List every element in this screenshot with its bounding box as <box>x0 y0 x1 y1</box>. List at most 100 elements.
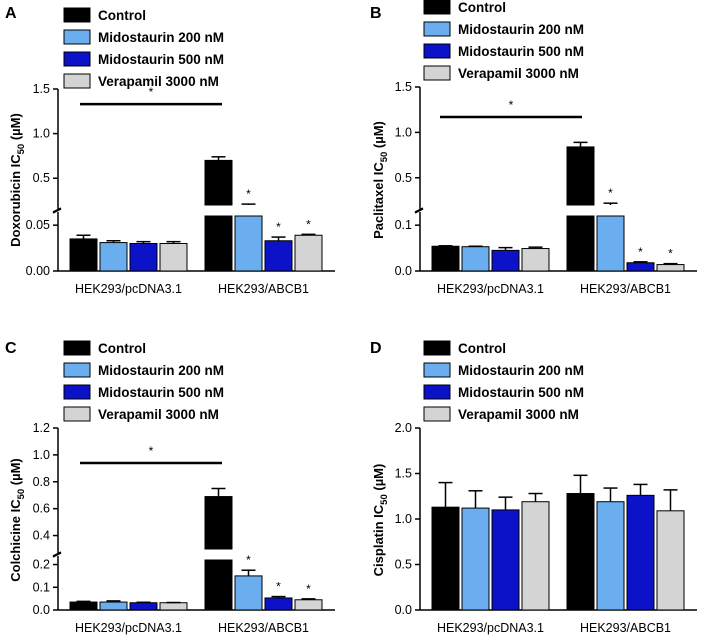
y-tick-label: 1.0 <box>33 448 50 462</box>
legend-swatch <box>423 362 451 378</box>
x-category-label: HEK293/ABCB1 <box>218 282 309 296</box>
legend-swatch <box>63 7 91 23</box>
x-category-label: HEK293/ABCB1 <box>580 621 671 635</box>
y-label-unit: (µM) <box>8 113 23 144</box>
bar <box>234 215 263 272</box>
bar <box>461 507 490 611</box>
bar <box>204 559 233 611</box>
panel-c: C Control Midostaurin 200 nM Midostaurin 50… <box>5 340 335 635</box>
axis-break-mark <box>52 207 62 213</box>
bar <box>204 215 233 272</box>
y-tick-label: 1.0 <box>395 512 412 526</box>
legend-label: Midostaurin 200 nM <box>98 363 224 378</box>
legend-swatch <box>63 29 91 45</box>
legend-label: Midostaurin 200 nM <box>98 30 224 45</box>
legend-label: Midostaurin 500 nM <box>98 385 224 400</box>
significance-star: * <box>608 186 613 200</box>
axis-break-mark <box>52 552 62 558</box>
bar <box>491 509 520 611</box>
significance-star: * <box>276 220 281 234</box>
bar <box>99 601 128 611</box>
bar <box>626 262 655 272</box>
y-label-subscript: 50 <box>16 489 27 500</box>
bar <box>566 493 595 611</box>
x-category-label: HEK293/pcDNA3.1 <box>437 282 544 296</box>
legend-label: Verapamil 3000 nM <box>458 66 579 81</box>
bar <box>204 159 233 206</box>
bar <box>491 249 520 272</box>
y-label-main: Cisplatin IC <box>371 504 386 576</box>
y-label-unit: (µM) <box>371 464 386 495</box>
legend-swatch <box>423 43 451 59</box>
legend-label: Midostaurin 200 nM <box>458 22 584 37</box>
y-axis-label: Colchicine IC50 (µM) <box>8 458 27 582</box>
bar <box>656 264 685 272</box>
legend-swatch <box>423 340 451 356</box>
bar <box>129 243 158 272</box>
legend-label: Midostaurin 500 nM <box>98 52 224 67</box>
legend-swatch <box>63 340 91 356</box>
legend-swatch <box>423 21 451 37</box>
legend-swatch <box>423 65 451 81</box>
legend-label: Control <box>98 341 146 356</box>
legend-swatch <box>63 384 91 400</box>
bar <box>431 245 460 272</box>
y-tick-label: 0.1 <box>33 580 50 594</box>
y-tick-label: 0.5 <box>395 558 412 572</box>
bracket-star: * <box>149 85 154 99</box>
bar <box>566 146 595 206</box>
y-tick-label: 0.2 <box>33 558 50 572</box>
significance-star: * <box>306 217 311 231</box>
bar <box>99 242 128 272</box>
panel-letter: D <box>370 340 382 357</box>
bar <box>159 602 188 611</box>
y-tick-label: 0.0 <box>395 603 412 617</box>
legend-swatch <box>63 73 91 89</box>
y-tick-label: 0.05 <box>26 218 50 232</box>
legend-swatch <box>63 362 91 378</box>
significance-star: * <box>306 582 311 596</box>
x-category-label: HEK293/pcDNA3.1 <box>437 621 544 635</box>
legend-label: Verapamil 3000 nM <box>458 407 579 422</box>
legend-label: Control <box>458 0 506 15</box>
y-axis-label: Cisplatin IC50 (µM) <box>371 464 390 577</box>
legend-swatch <box>63 51 91 67</box>
y-label-main: Colchicine IC <box>8 499 23 582</box>
bar <box>431 506 460 611</box>
y-tick-label: 0.0 <box>395 264 412 278</box>
y-tick-label: 2.0 <box>395 421 412 435</box>
bar <box>129 602 158 611</box>
significance-star: * <box>276 580 281 594</box>
bar <box>294 234 323 272</box>
bar <box>521 248 550 272</box>
x-category-label: HEK293/pcDNA3.1 <box>75 282 182 296</box>
bar <box>626 494 655 611</box>
bracket-star: * <box>149 444 154 458</box>
panel-letter: C <box>5 340 17 357</box>
legend-swatch <box>63 406 91 422</box>
y-label-subscript: 50 <box>379 494 390 505</box>
significance-star: * <box>668 247 673 261</box>
y-tick-label: 1.0 <box>395 125 412 139</box>
bracket-star: * <box>509 98 514 112</box>
bar <box>596 215 625 272</box>
bar <box>264 597 293 611</box>
y-axis-label: Doxorubicin IC50 (µM) <box>8 113 27 247</box>
bar <box>656 510 685 611</box>
y-tick-label: 1.0 <box>33 127 50 141</box>
bar <box>596 501 625 611</box>
bar <box>159 243 188 272</box>
x-category-label: HEK293/ABCB1 <box>218 621 309 635</box>
legend-swatch <box>423 406 451 422</box>
bar <box>521 501 550 611</box>
significance-star: * <box>246 187 251 201</box>
bar <box>264 240 293 272</box>
y-tick-label: 0.4 <box>33 529 50 543</box>
legend-label: Midostaurin 500 nM <box>458 44 584 59</box>
y-axis-label: Paclitaxel IC50 (µM) <box>371 121 390 239</box>
legend-swatch <box>423 384 451 400</box>
bar <box>234 575 263 611</box>
bar <box>566 215 595 272</box>
y-label-subscript: 50 <box>16 144 27 155</box>
